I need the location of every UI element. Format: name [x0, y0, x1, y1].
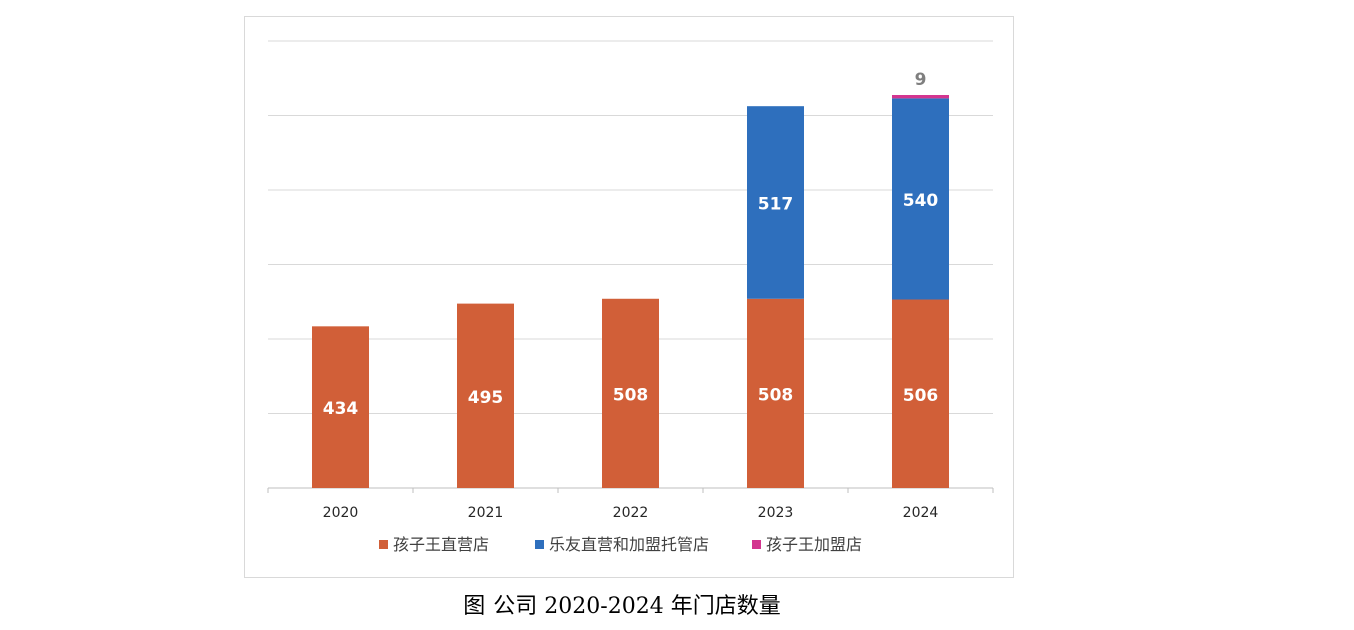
data-label: 508 [758, 385, 794, 405]
data-label: 434 [323, 399, 359, 419]
bar-segment [892, 98, 949, 300]
x-tick-label: 2024 [903, 505, 939, 521]
caption-text: 公司 2020-2024 年门店数量 [493, 594, 781, 619]
bar-segment [747, 298, 804, 488]
data-label: 506 [903, 386, 939, 406]
bar-segment [747, 106, 804, 299]
data-label: 9 [915, 70, 927, 90]
figure-caption: 图公司 2020-2024 年门店数量 [0, 588, 1244, 620]
x-tick-label: 2023 [758, 505, 794, 521]
x-tick-label: 2020 [323, 505, 359, 521]
legend-label: 孩子王直营店 [393, 535, 489, 554]
data-label: 540 [903, 191, 939, 211]
legend-swatch [752, 540, 761, 549]
bar-segment [892, 95, 949, 99]
chart-frame: 434 2020 495 2021 508 2022 508 517 2023 506 540 9 20… [244, 16, 1014, 578]
bar-segment [457, 303, 514, 488]
bar-segment [312, 326, 369, 488]
bar-segment [602, 298, 659, 488]
data-label: 508 [613, 385, 649, 405]
bar-chart: 434 2020 495 2021 508 2022 508 517 2023 506 540 9 20… [267, 40, 994, 554]
legend-swatch [535, 540, 544, 549]
caption-prefix: 图 [463, 594, 486, 619]
data-label: 517 [758, 194, 794, 214]
bar-segment [892, 299, 949, 488]
x-tick-label: 2022 [613, 505, 649, 521]
legend-swatch [379, 540, 388, 549]
data-label: 495 [468, 388, 504, 408]
x-tick-label: 2021 [468, 505, 504, 521]
legend-label: 孩子王加盟店 [766, 535, 862, 554]
legend-label: 乐友直营和加盟托管店 [549, 535, 709, 554]
